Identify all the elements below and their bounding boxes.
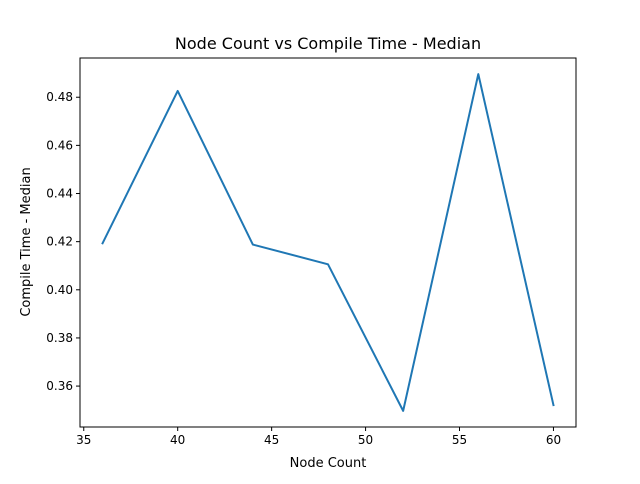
series-line-0 bbox=[101, 73, 555, 412]
x-tick-label: 55 bbox=[452, 433, 467, 447]
x-tick-label: 60 bbox=[546, 433, 561, 447]
x-tick-label: 50 bbox=[358, 433, 373, 447]
y-tick-label: 0.40 bbox=[46, 283, 73, 297]
x-tick-label: 45 bbox=[264, 433, 279, 447]
y-tick-label: 0.36 bbox=[46, 379, 73, 393]
x-axis-label: Node Count bbox=[290, 456, 367, 471]
x-tick-label: 40 bbox=[170, 433, 185, 447]
y-tick-label: 0.46 bbox=[46, 138, 73, 152]
plot-frame bbox=[79, 57, 577, 428]
chart-title: Node Count vs Compile Time - Median bbox=[175, 34, 481, 53]
y-tick-label: 0.44 bbox=[46, 187, 73, 201]
plot-layer: 35 40 45 50 55 60 0.36 0.38 0.40 0.42 0.44 0.46 0.48 bbox=[46, 57, 577, 447]
y-tick-label: 0.42 bbox=[46, 235, 73, 249]
x-tick-label: 35 bbox=[76, 433, 91, 447]
y-tick-label: 0.38 bbox=[46, 331, 73, 345]
y-axis-label: Compile Time - Median bbox=[19, 167, 34, 316]
y-tick-label: 0.48 bbox=[46, 90, 73, 104]
